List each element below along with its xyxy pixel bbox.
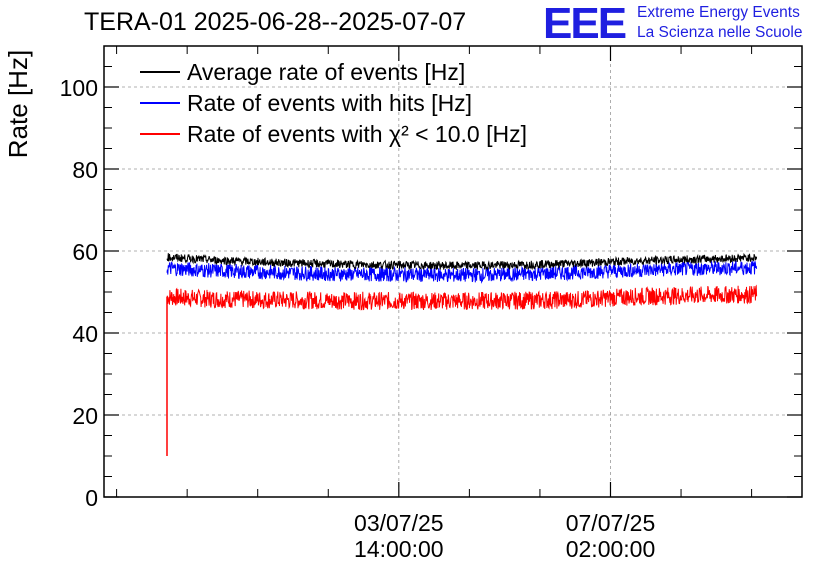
legend-label-3: Rate of events with χ² < 10.0 [Hz] — [187, 121, 527, 147]
legend: Average rate of events [Hz] Rate of event… — [140, 59, 527, 147]
series-line-2 — [166, 259, 758, 284]
org-name-line2: La Scienza nelle Scuole — [637, 24, 803, 41]
series-layer — [166, 252, 758, 456]
eee-logo: EEE — [543, 0, 627, 48]
y-tick-label: 60 — [72, 239, 98, 265]
legend-label-2: Rate of events with hits [Hz] — [187, 90, 472, 116]
y-tick-label: 20 — [72, 403, 98, 429]
y-tick-label: 0 — [85, 485, 98, 511]
y-tick-label: 100 — [60, 75, 98, 101]
x-tick-date-label: 07/07/25 — [566, 510, 656, 536]
y-axis-label: Rate [Hz] — [3, 50, 33, 158]
legend-label-1: Average rate of events [Hz] — [187, 59, 465, 85]
x-tick-date-label: 03/07/25 — [354, 510, 444, 536]
x-tick-time-label: 02:00:00 — [566, 536, 656, 562]
org-name-line1: Extreme Energy Events — [637, 4, 800, 21]
x-tick-time-label: 14:00:00 — [354, 536, 444, 562]
series-line-1 — [166, 252, 758, 271]
series-line-3 — [166, 284, 758, 311]
grid-lines — [104, 46, 802, 497]
y-tick-label: 40 — [72, 321, 98, 347]
chart-title: TERA-01 2025-06-28--2025-07-07 — [84, 8, 467, 36]
y-tick-label: 80 — [72, 157, 98, 183]
